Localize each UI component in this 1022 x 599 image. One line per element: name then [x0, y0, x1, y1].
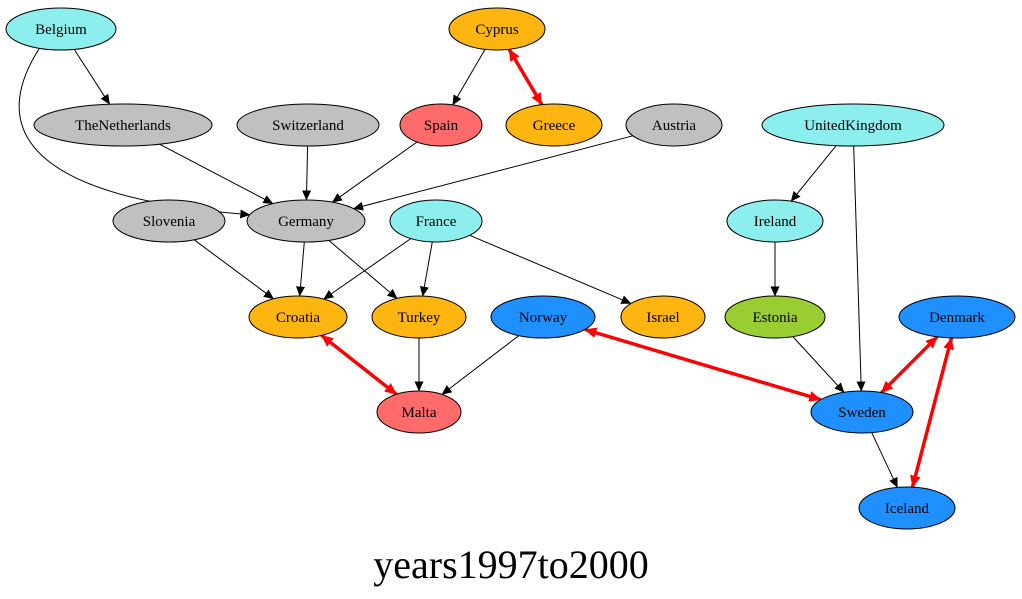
edge-norway-to-sweden — [584, 327, 822, 402]
edge-france-to-turkey — [419, 241, 433, 297]
edge-sweden-to-iceland — [871, 432, 898, 488]
node-shape[interactable] — [858, 486, 956, 530]
edge-the-netherlands-to-germany — [159, 143, 274, 205]
edge-germany-to-croatia — [296, 241, 305, 297]
node-shape[interactable] — [248, 295, 348, 339]
node-slovenia[interactable]: Slovenia — [112, 199, 226, 243]
node-ireland[interactable]: Ireland — [726, 199, 824, 243]
edge-belgium-to-the-netherlands — [73, 49, 111, 105]
node-norway[interactable]: Norway — [490, 295, 596, 339]
node-croatia[interactable]: Croatia — [248, 295, 348, 339]
node-turkey[interactable]: Turkey — [371, 295, 467, 339]
node-shape[interactable] — [724, 295, 826, 339]
edge-denmark-to-sweden — [880, 335, 939, 394]
node-shape[interactable] — [5, 7, 117, 51]
node-germany[interactable]: Germany — [246, 199, 366, 243]
node-label: Sweden — [838, 405, 886, 421]
node-shape[interactable] — [726, 199, 824, 243]
node-estonia[interactable]: Estonia — [724, 295, 826, 339]
node-label: Switzerland — [272, 118, 344, 134]
edge-france-to-israel — [469, 234, 632, 304]
node-malta[interactable]: Malta — [376, 390, 462, 434]
node-israel[interactable]: Israel — [620, 295, 706, 339]
node-shape[interactable] — [448, 7, 546, 51]
node-label: Norway — [519, 310, 568, 326]
node-label: Belgium — [35, 22, 87, 38]
node-shape[interactable] — [620, 295, 706, 339]
edge-france-to-croatia — [323, 238, 412, 300]
node-shape[interactable] — [505, 103, 603, 147]
node-label: Austria — [652, 118, 697, 134]
node-label: UnitedKingdom — [804, 118, 902, 134]
node-label: Estonia — [753, 310, 798, 326]
node-shape[interactable] — [399, 103, 483, 147]
node-denmark[interactable]: Denmark — [898, 295, 1016, 339]
edge-spain-to-germany — [331, 141, 418, 203]
node-label: Croatia — [276, 310, 320, 326]
node-shape[interactable] — [625, 103, 723, 147]
node-label: Israel — [646, 310, 679, 326]
node-label: TheNetherlands — [75, 118, 171, 134]
node-label: Turkey — [398, 310, 441, 326]
node-label: Slovenia — [143, 214, 196, 230]
node-label: Cyprus — [475, 22, 519, 38]
edge-slovenia-to-croatia — [193, 239, 274, 300]
edge-united-kingdom-to-ireland — [790, 145, 837, 202]
node-shape[interactable] — [33, 103, 213, 147]
node-shape[interactable] — [371, 295, 467, 339]
node-label: France — [416, 214, 457, 230]
nodes-layer: Belgium Cyprus TheNetherlands Switzerland Sp… — [5, 7, 1016, 530]
node-label: Greece — [533, 118, 576, 134]
node-greece[interactable]: Greece — [505, 103, 603, 147]
node-shape[interactable] — [761, 103, 945, 147]
node-belgium[interactable]: Belgium — [5, 7, 117, 51]
node-label: Denmark — [929, 310, 985, 326]
node-cyprus[interactable]: Cyprus — [448, 7, 546, 51]
node-label: Malta — [402, 405, 437, 421]
node-shape[interactable] — [246, 199, 366, 243]
edge-germany-to-turkey — [328, 240, 398, 299]
edges-layer — [18, 48, 954, 488]
edge-denmark-to-iceland — [910, 337, 954, 488]
edge-austria-to-germany — [353, 135, 633, 211]
node-label: Spain — [424, 118, 459, 134]
node-shape[interactable] — [810, 390, 914, 434]
node-switzerland[interactable]: Switzerland — [236, 103, 380, 147]
node-shape[interactable] — [898, 295, 1016, 339]
node-label: Ireland — [754, 214, 797, 230]
graph-title: years1997to2000 — [373, 542, 649, 587]
node-label: Iceland — [885, 501, 930, 517]
node-sweden[interactable]: Sweden — [810, 390, 914, 434]
node-the-netherlands[interactable]: TheNetherlands — [33, 103, 213, 147]
edge-croatia-to-malta — [320, 334, 398, 396]
node-france[interactable]: France — [389, 199, 483, 243]
node-iceland[interactable]: Iceland — [858, 486, 956, 530]
edge-norway-to-malta — [441, 335, 520, 395]
edge-cyprus-to-greece — [507, 48, 544, 106]
edge-estonia-to-sweden — [792, 336, 845, 393]
node-spain[interactable]: Spain — [399, 103, 483, 147]
node-shape[interactable] — [236, 103, 380, 147]
edge-cyprus-to-spain — [452, 49, 486, 106]
edge-united-kingdom-to-sweden — [853, 145, 866, 392]
node-united-kingdom[interactable]: UnitedKingdom — [761, 103, 945, 147]
edge-switzerland-to-germany — [302, 145, 312, 201]
node-shape[interactable] — [389, 199, 483, 243]
node-shape[interactable] — [376, 390, 462, 434]
node-shape[interactable] — [490, 295, 596, 339]
node-shape[interactable] — [112, 199, 226, 243]
node-label: Germany — [278, 214, 334, 230]
node-austria[interactable]: Austria — [625, 103, 723, 147]
